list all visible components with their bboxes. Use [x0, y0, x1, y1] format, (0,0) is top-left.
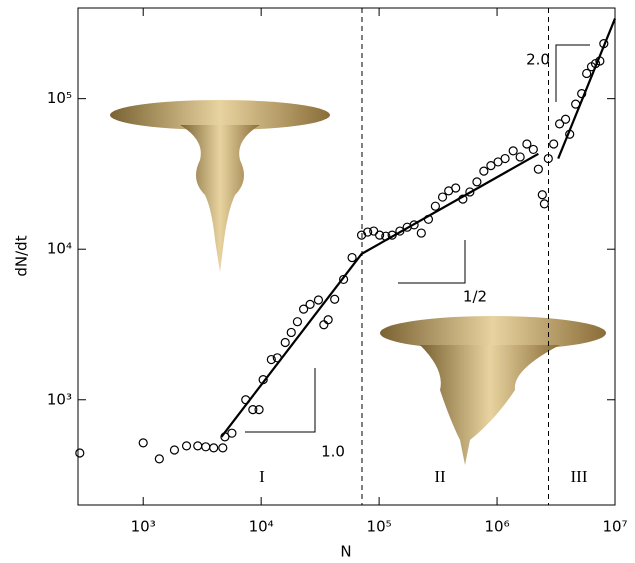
- data-point: [154, 454, 164, 464]
- data-point: [280, 337, 290, 348]
- data-point: [582, 68, 592, 79]
- data-point: [430, 201, 440, 211]
- data-point: [533, 164, 543, 174]
- data-point: [472, 177, 482, 187]
- data-point: [539, 199, 549, 209]
- data-point: [193, 441, 203, 451]
- data-point: [313, 295, 324, 305]
- y-axis-label: dN/dt: [13, 235, 31, 276]
- data-point: [515, 152, 525, 162]
- data-point: [330, 294, 340, 304]
- data-point: [218, 443, 228, 453]
- data-point: [409, 220, 419, 230]
- data-point: [528, 144, 538, 155]
- data-point: [375, 230, 385, 240]
- data-point: [286, 327, 296, 338]
- slope-label: 1.0: [321, 443, 345, 461]
- data-point: [363, 227, 373, 237]
- data-point: [486, 161, 496, 171]
- y-tick-label: 10³: [47, 390, 72, 408]
- data-point: [201, 442, 211, 452]
- y-tick-label: 10⁵: [47, 89, 72, 107]
- data-point: [500, 153, 510, 164]
- x-tick-label: 10⁵: [367, 518, 392, 536]
- y-tick-label: 10⁴: [47, 240, 72, 258]
- data-point: [254, 405, 264, 415]
- slope-guides: [245, 44, 590, 433]
- data-point: [209, 443, 219, 453]
- data-point: [323, 315, 333, 325]
- data-point: [508, 146, 518, 156]
- data-point: [298, 304, 309, 314]
- slope-label: 2.0: [526, 51, 550, 69]
- slope-label: 1/2: [463, 288, 487, 306]
- fit-line: [220, 18, 617, 438]
- data-point: [227, 428, 237, 438]
- data-point: [347, 252, 357, 263]
- data-point: [560, 114, 571, 124]
- data-point: [292, 317, 303, 327]
- x-axis-label: N: [340, 543, 351, 561]
- data-point: [75, 448, 85, 458]
- data-point: [319, 320, 329, 330]
- x-tick-label: 10⁷: [602, 518, 627, 536]
- data-point: [465, 187, 475, 197]
- region-label: I: [259, 467, 265, 486]
- x-tick-label: 10⁶: [484, 518, 509, 536]
- x-tick-label: 10⁴: [249, 518, 274, 536]
- data-point: [138, 438, 148, 448]
- data-point: [305, 299, 315, 309]
- region-label: III: [571, 467, 588, 486]
- illustration: [110, 100, 606, 465]
- data-point: [266, 354, 276, 365]
- data-point: [338, 274, 349, 285]
- data-point: [369, 226, 379, 236]
- data-point: [554, 119, 565, 129]
- data-point: [451, 183, 461, 193]
- plot-frame: [77, 7, 616, 506]
- data-point: [248, 405, 258, 415]
- data-point: [169, 445, 180, 455]
- data-point: [416, 228, 426, 238]
- region-label: II: [434, 467, 446, 486]
- data-point: [479, 166, 489, 176]
- data-point: [543, 153, 553, 164]
- data-point: [181, 441, 192, 451]
- data-point: [522, 139, 532, 149]
- x-tick-label: 10³: [131, 518, 156, 536]
- data-point: [549, 139, 559, 149]
- data-point: [537, 190, 547, 200]
- data-point: [437, 192, 448, 202]
